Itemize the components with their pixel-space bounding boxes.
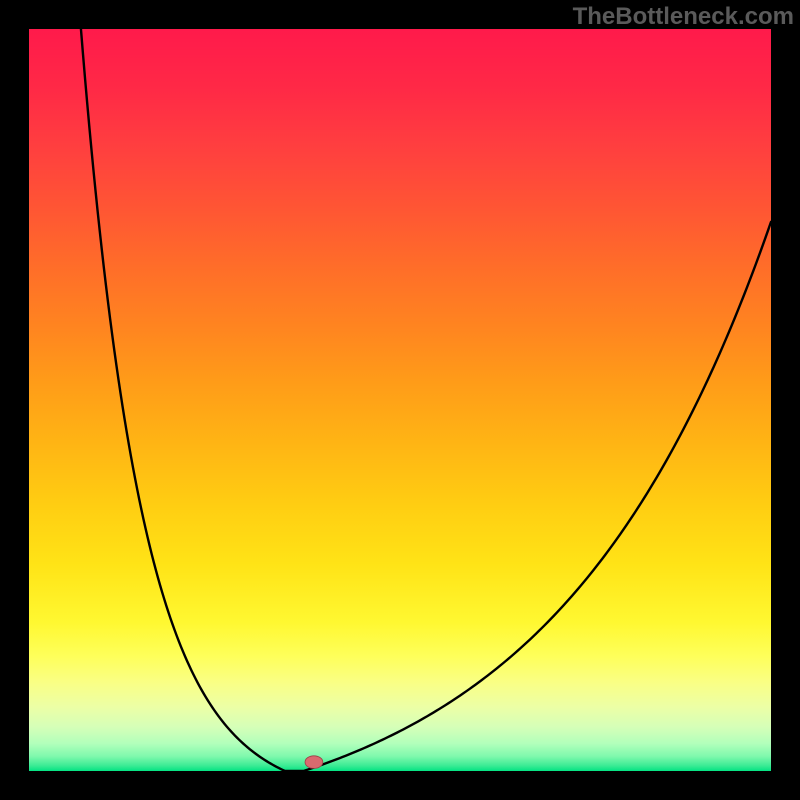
chart-frame: TheBottleneck.com xyxy=(0,0,800,800)
gradient-background xyxy=(29,29,771,771)
optimum-marker xyxy=(305,756,323,769)
bottleneck-chart xyxy=(29,29,771,771)
watermark-text: TheBottleneck.com xyxy=(573,3,794,31)
